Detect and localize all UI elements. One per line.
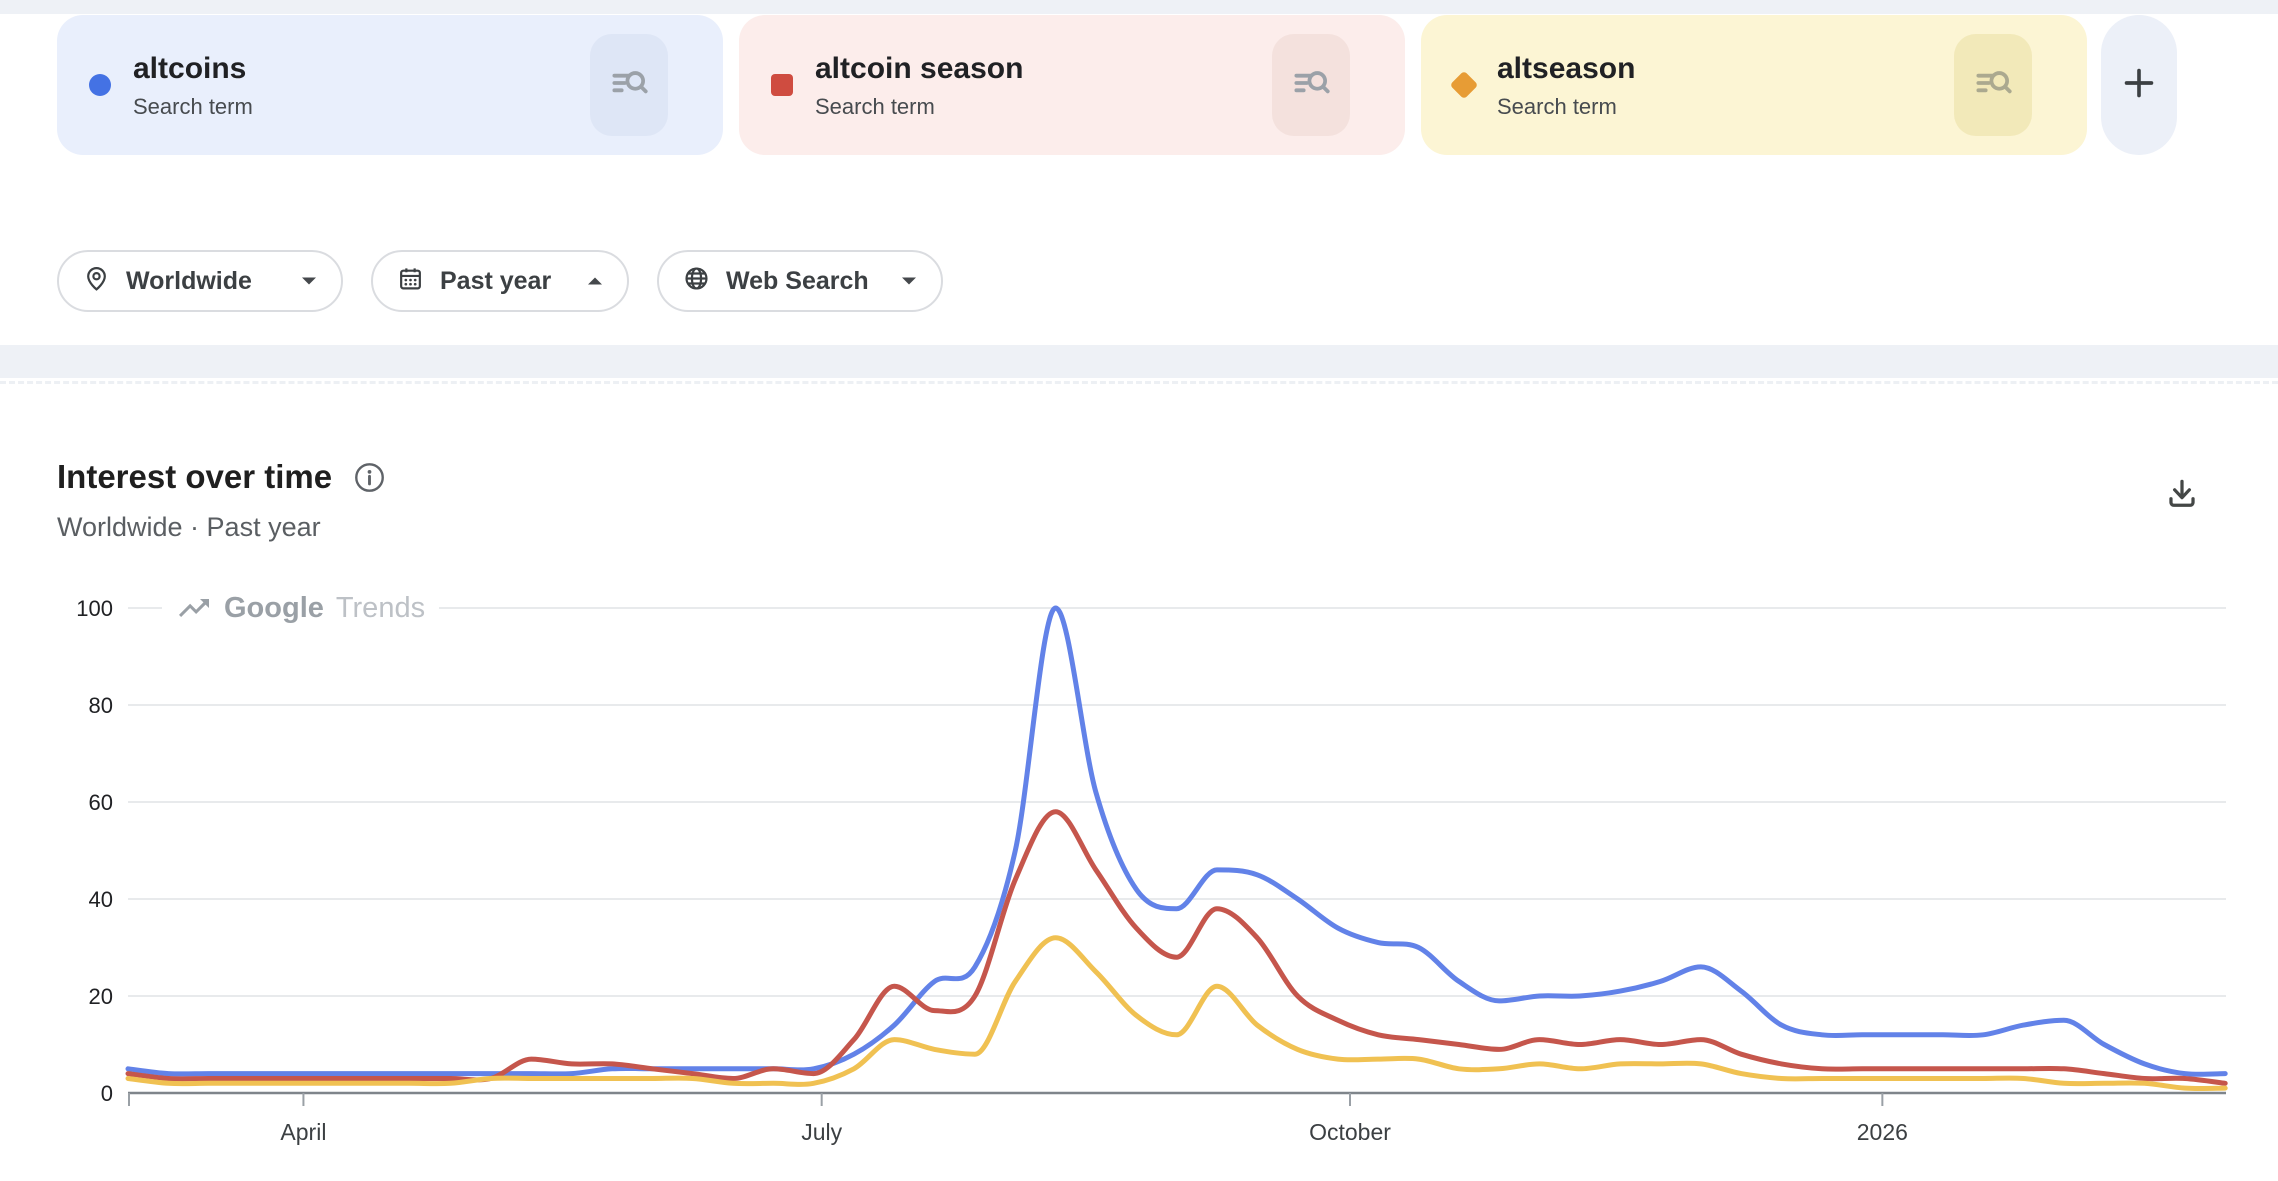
svg-text:July: July — [801, 1119, 842, 1145]
globe-icon — [683, 265, 710, 297]
chevron-down-icon — [301, 276, 317, 286]
trending-up-icon — [176, 590, 212, 626]
term-title: altseason — [1497, 52, 1636, 85]
series-line-altseason — [125, 935, 2228, 1091]
time-filter-dropdown[interactable]: Past year — [371, 250, 629, 312]
location-pin-icon — [83, 265, 110, 297]
info-icon[interactable] — [354, 462, 385, 493]
download-button[interactable] — [2156, 470, 2208, 522]
series-marker-icon — [771, 74, 793, 96]
section-header: Interest over time — [57, 458, 385, 496]
download-icon — [2161, 473, 2203, 520]
page-top-strip — [0, 0, 2278, 14]
term-type-label: Search term — [133, 94, 253, 119]
term-type-label: Search term — [1497, 94, 1617, 119]
series-line-altcoins — [125, 605, 2228, 1077]
term-card-altseason[interactable]: altseason Search term — [1421, 15, 2087, 155]
chevron-up-icon — [587, 276, 603, 286]
svg-text:40: 40 — [89, 887, 113, 912]
explore-term-button[interactable] — [1954, 34, 2032, 136]
category-search-type-dropdown[interactable]: Web Search — [657, 250, 943, 312]
explore-term-button[interactable] — [1272, 34, 1350, 136]
term-card-altcoin-season[interactable]: altcoin season Search term — [739, 15, 1405, 155]
region-filter-label: Worldwide — [126, 266, 252, 295]
google-trends-watermark: Google Trends — [162, 586, 440, 630]
chevron-up-icon — [901, 276, 917, 286]
svg-text:100: 100 — [76, 596, 113, 621]
region-filter-dropdown[interactable]: Worldwide — [57, 250, 343, 312]
svg-text:0: 0 — [101, 1081, 113, 1106]
svg-text:20: 20 — [89, 984, 113, 1009]
series-line-altcoin-season — [125, 809, 2228, 1086]
search-type-filter-label: Web Search — [726, 266, 869, 295]
section-divider-band — [0, 345, 2278, 378]
term-card-altcoins[interactable]: altcoins Search term — [57, 15, 723, 155]
series-marker-icon — [89, 74, 111, 96]
svg-text:2026: 2026 — [1857, 1119, 1908, 1145]
interest-over-time-chart[interactable]: 100 80 60 40 20 0 April July October 2026 — [0, 560, 2278, 1160]
watermark-brand: Google — [224, 591, 324, 624]
manage-search-icon — [1970, 60, 2016, 111]
watermark-product: Trends — [335, 591, 426, 624]
calendar-icon — [397, 265, 424, 297]
explore-term-button[interactable] — [590, 34, 668, 136]
svg-text:60: 60 — [89, 790, 113, 815]
svg-text:October: October — [1309, 1119, 1391, 1145]
series-marker-icon — [1449, 70, 1479, 100]
add-comparison-button[interactable] — [2101, 15, 2177, 155]
divider-dashes — [0, 381, 2278, 384]
term-title: altcoin season — [815, 52, 1024, 85]
term-type-label: Search term — [815, 94, 935, 119]
section-title: Interest over time — [57, 458, 333, 495]
manage-search-icon — [606, 60, 652, 111]
term-title: altcoins — [133, 52, 247, 85]
section-subtitle: Worldwide · Past year — [57, 512, 321, 542]
svg-text:April: April — [280, 1119, 326, 1145]
time-filter-label: Past year — [440, 266, 552, 295]
plus-icon — [2122, 66, 2156, 105]
svg-text:80: 80 — [89, 693, 113, 718]
manage-search-icon — [1288, 60, 1334, 111]
